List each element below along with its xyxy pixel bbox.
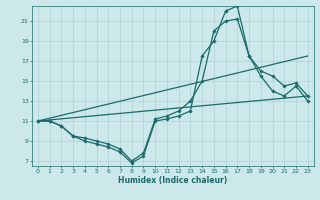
X-axis label: Humidex (Indice chaleur): Humidex (Indice chaleur)	[118, 176, 228, 185]
